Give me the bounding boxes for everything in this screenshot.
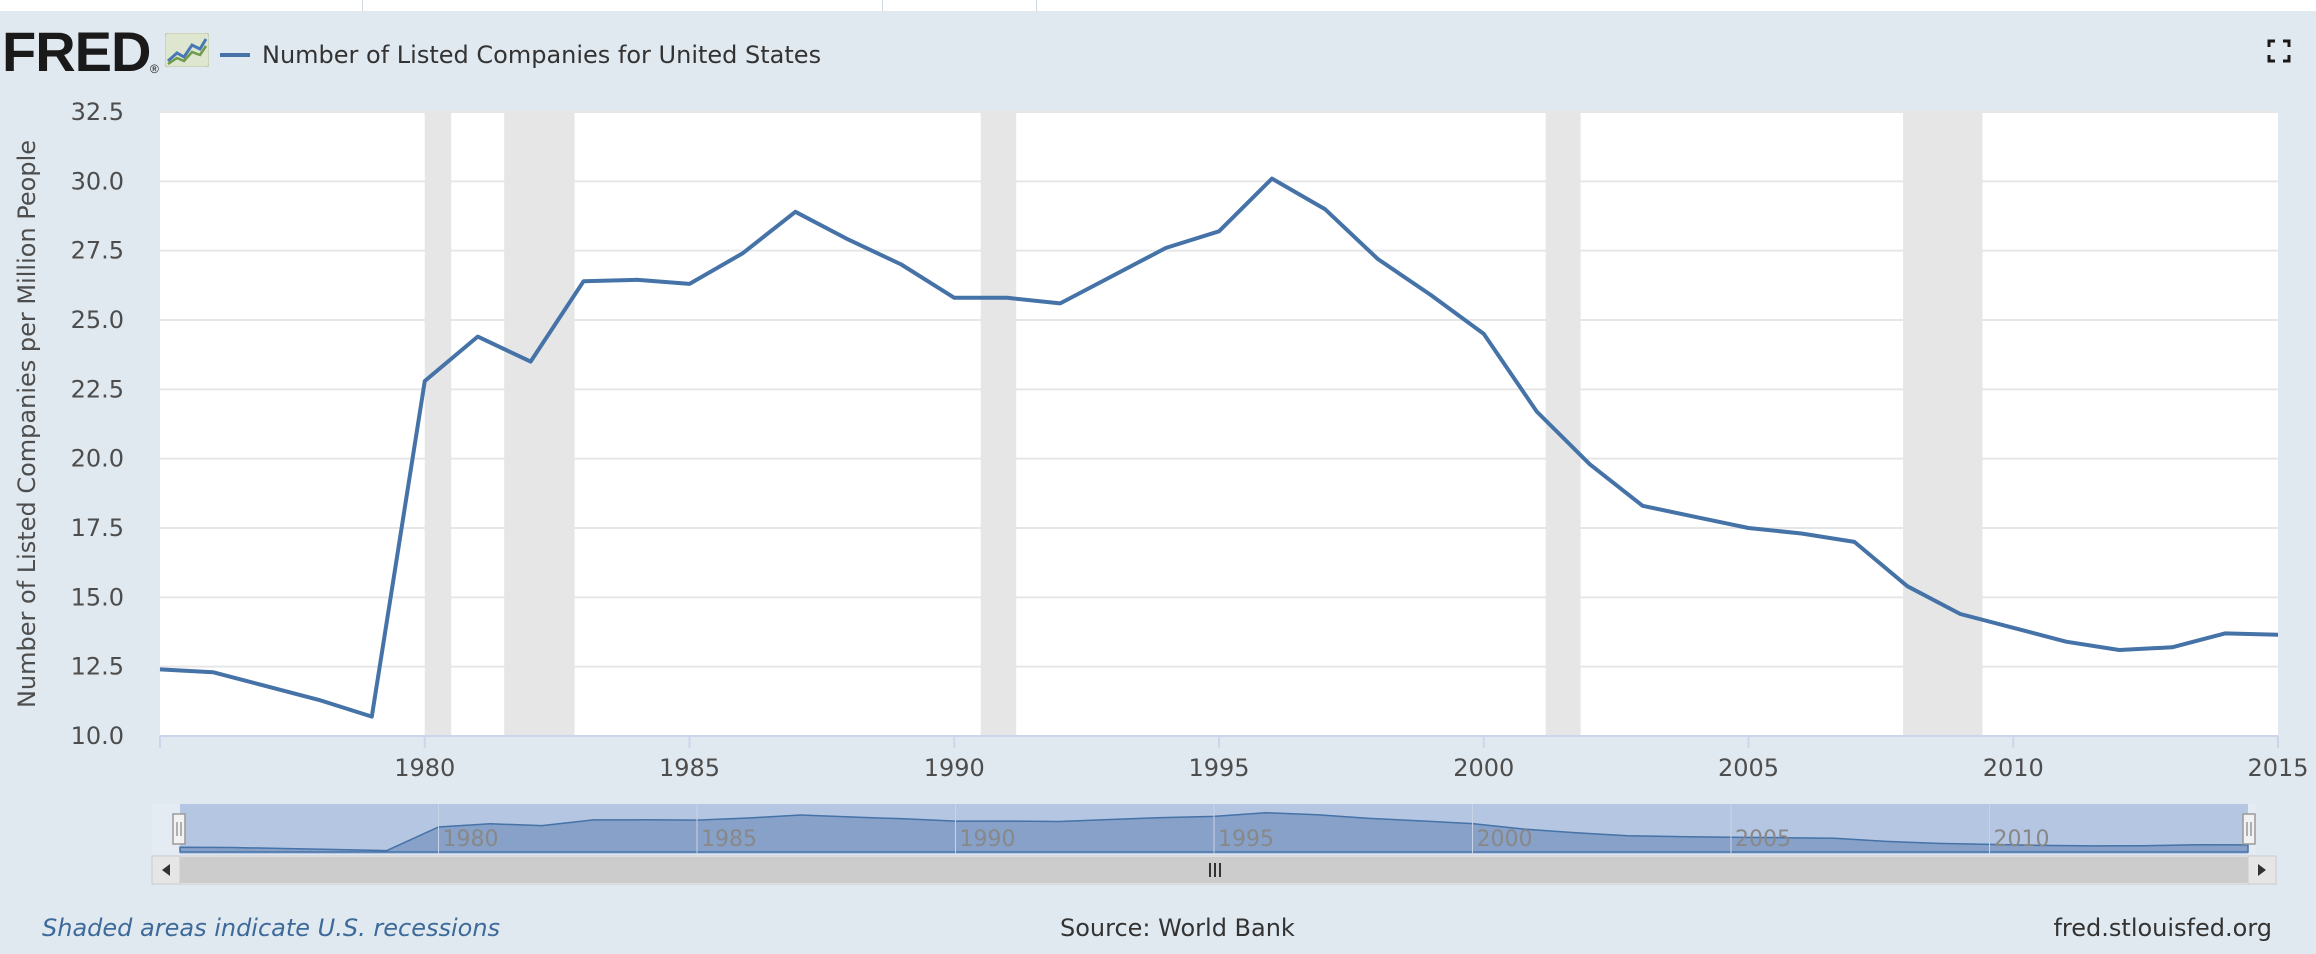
range-navigator[interactable]: 1980 1985 1990 1995 2000 2005 2010 [152,804,2256,854]
x-tick-label: 2005 [1718,754,1779,782]
recession-band [1903,112,1983,736]
top-strip-divider [362,0,363,11]
site-link[interactable]: fred.stlouisfed.org [2053,914,2272,942]
scrollbar-grip-icon [1209,863,1221,877]
navigator-ticks: 1980 1985 1990 1995 2000 2005 2010 [438,804,2050,854]
fred-chart-icon [165,33,209,67]
y-tick-label: 15.0 [71,583,124,611]
y-axis-label: Number of Listed Companies per Million P… [13,140,41,708]
top-strip-divider [1036,0,1037,11]
navigator-tick-label: 1985 [701,827,757,852]
y-tick-label: 27.5 [71,237,124,265]
y-tick-label: 22.5 [71,375,124,403]
x-tick-label: 2015 [2247,754,2308,782]
source-label: Source: World Bank [1060,914,1295,942]
expand-icon[interactable] [2264,36,2294,66]
recession-band [424,112,452,736]
y-tick-label: 32.5 [71,98,124,126]
navigator-left-handle[interactable] [172,813,186,845]
x-tick-label: 2010 [1983,754,2044,782]
legend-series-name: Number of Listed Companies for United St… [262,41,822,69]
y-tick-label: 10.0 [71,722,124,750]
recession-note: Shaded areas indicate U.S. recessions [42,914,501,942]
recession-bands [424,112,1983,736]
x-tick-label: 1995 [1188,754,1249,782]
navigator-right-handle[interactable] [2242,813,2256,845]
scroll-right-button[interactable] [2247,855,2277,885]
scrollbar[interactable] [151,855,2277,885]
series-line [159,176,2279,719]
navigator-tick-label: 1995 [1218,827,1274,852]
recession-band [980,112,1017,736]
x-tick-label: 1985 [659,754,720,782]
y-tick-label: 17.5 [71,514,124,542]
navigator-tick-label: 1990 [960,827,1016,852]
navigator-tick-label: 1980 [443,827,499,852]
navigator-tick-label: 2010 [1994,827,2050,852]
gridlines [160,111,2278,668]
y-tick-label: 25.0 [71,306,124,334]
arrow-right-icon [2258,864,2266,876]
top-strip-divider [882,0,883,11]
y-tick-label: 30.0 [71,167,124,195]
navigator-tick-label: 2005 [1735,827,1791,852]
recession-band [504,112,575,736]
y-tick-label: 12.5 [71,653,124,681]
y-tick-label: 20.0 [71,445,124,473]
fred-logo[interactable]: FRED [2,20,151,83]
top-strip [0,0,2316,11]
chart-header: FRED ® Number of Listed Companies for Un… [0,20,2316,84]
legend[interactable]: Number of Listed Companies for United St… [220,40,821,70]
fred-logo-registered-mark: ® [150,62,159,76]
x-tick-label: 2000 [1453,754,1514,782]
y-axis-ticks: 10.0 12.5 15.0 17.5 20.0 22.5 25.0 27.5 30.0 32.5 [71,98,124,750]
x-tick-label: 1990 [924,754,985,782]
arrow-left-icon [162,864,170,876]
x-tick-label: 1980 [394,754,455,782]
x-axis-ticks: 1980 1985 1990 1995 2000 2005 2010 2015 [159,736,2309,782]
legend-swatch [220,53,250,57]
scroll-left-button[interactable] [151,855,181,885]
navigator-tick-label: 2000 [1477,827,1533,852]
